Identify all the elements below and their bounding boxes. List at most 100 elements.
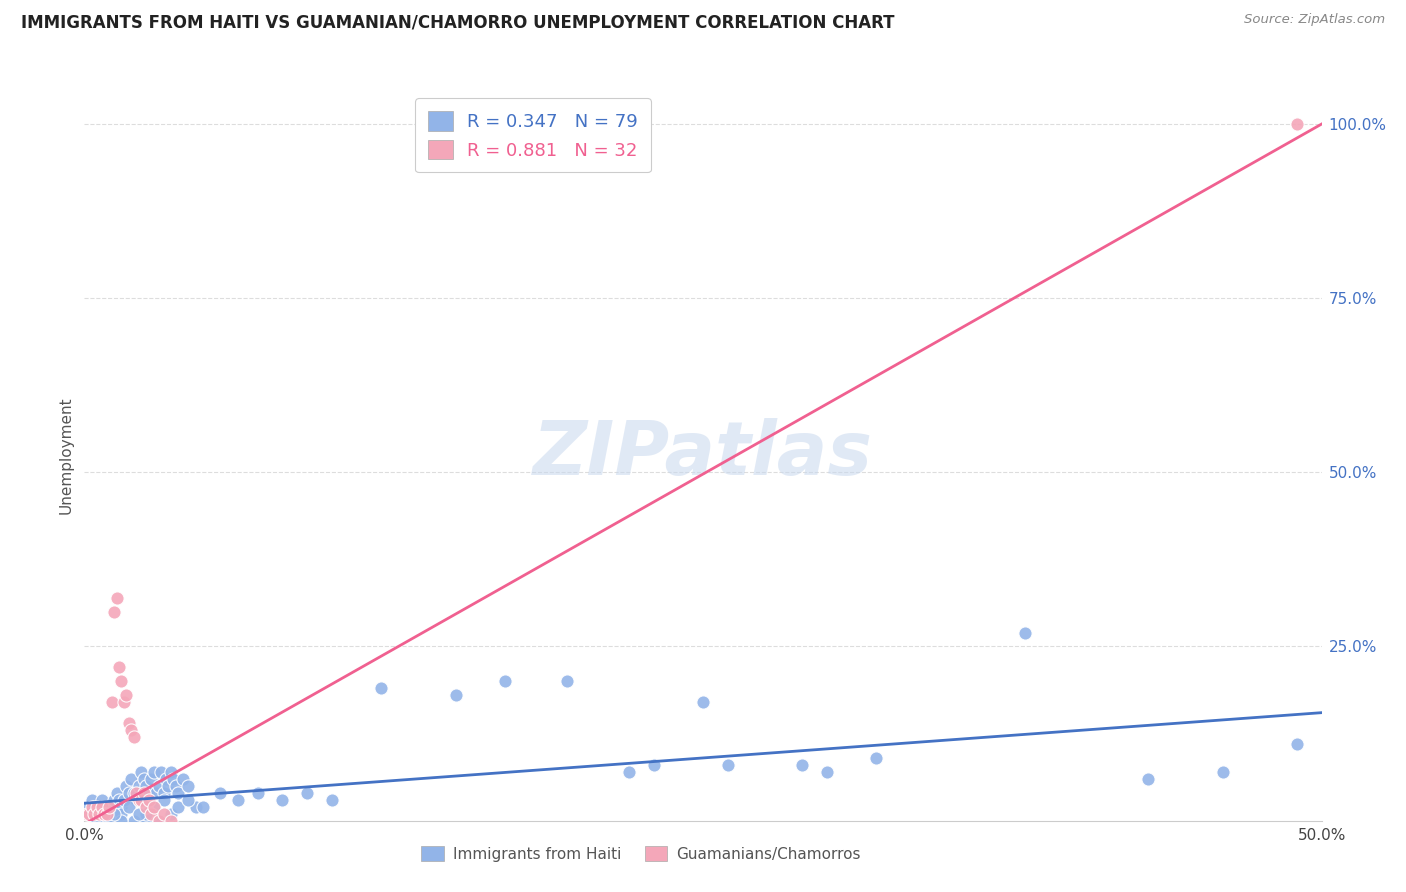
- Point: [135, 814, 157, 828]
- Point: [129, 793, 152, 807]
- Point: [132, 772, 155, 786]
- Point: [160, 814, 183, 828]
- Point: [167, 799, 190, 814]
- Point: [110, 674, 132, 689]
- Point: [115, 688, 138, 702]
- Point: [110, 806, 132, 821]
- Point: [120, 723, 142, 737]
- Point: [295, 786, 318, 800]
- Point: [138, 786, 160, 800]
- Point: [865, 751, 887, 765]
- Point: [96, 799, 118, 814]
- Point: [100, 695, 122, 709]
- Point: [108, 793, 131, 807]
- Point: [815, 764, 838, 779]
- Point: [209, 786, 232, 800]
- Point: [643, 758, 665, 772]
- Text: ZIPatlas: ZIPatlas: [533, 418, 873, 491]
- Point: [148, 814, 170, 828]
- Point: [93, 806, 115, 821]
- Point: [93, 806, 115, 821]
- Point: [76, 806, 98, 821]
- Point: [80, 799, 103, 814]
- Point: [112, 695, 135, 709]
- Point: [105, 591, 128, 605]
- Point: [118, 716, 141, 731]
- Y-axis label: Unemployment: Unemployment: [58, 396, 73, 514]
- Point: [790, 758, 813, 772]
- Point: [321, 793, 343, 807]
- Point: [120, 772, 142, 786]
- Point: [191, 799, 214, 814]
- Point: [115, 779, 138, 793]
- Point: [76, 799, 98, 814]
- Point: [112, 793, 135, 807]
- Point: [86, 799, 108, 814]
- Point: [118, 799, 141, 814]
- Point: [90, 793, 112, 807]
- Point: [148, 814, 170, 828]
- Point: [155, 772, 177, 786]
- Point: [105, 786, 128, 800]
- Point: [125, 793, 148, 807]
- Point: [142, 764, 165, 779]
- Point: [86, 814, 108, 828]
- Point: [150, 764, 173, 779]
- Point: [129, 764, 152, 779]
- Point: [494, 674, 516, 689]
- Point: [1285, 117, 1308, 131]
- Point: [98, 799, 121, 814]
- Point: [128, 793, 150, 807]
- Point: [132, 786, 155, 800]
- Text: IMMIGRANTS FROM HAITI VS GUAMANIAN/CHAMORRO UNEMPLOYMENT CORRELATION CHART: IMMIGRANTS FROM HAITI VS GUAMANIAN/CHAMO…: [21, 13, 894, 31]
- Point: [100, 799, 122, 814]
- Point: [160, 764, 183, 779]
- Point: [118, 786, 141, 800]
- Point: [135, 779, 157, 793]
- Point: [122, 814, 145, 828]
- Point: [148, 779, 170, 793]
- Point: [160, 806, 183, 821]
- Point: [172, 772, 194, 786]
- Point: [80, 793, 103, 807]
- Point: [145, 786, 167, 800]
- Point: [177, 779, 200, 793]
- Point: [135, 806, 157, 821]
- Point: [1137, 772, 1160, 786]
- Point: [79, 806, 101, 821]
- Point: [370, 681, 392, 696]
- Point: [152, 793, 174, 807]
- Point: [142, 799, 165, 814]
- Point: [96, 806, 118, 821]
- Point: [555, 674, 578, 689]
- Point: [89, 806, 111, 821]
- Point: [1285, 737, 1308, 751]
- Point: [162, 772, 184, 786]
- Point: [98, 814, 121, 828]
- Point: [83, 799, 105, 814]
- Point: [617, 764, 640, 779]
- Point: [79, 806, 101, 821]
- Point: [177, 793, 200, 807]
- Point: [90, 799, 112, 814]
- Point: [135, 799, 157, 814]
- Point: [1014, 625, 1036, 640]
- Point: [692, 695, 714, 709]
- Point: [165, 779, 187, 793]
- Point: [110, 814, 132, 828]
- Point: [110, 799, 132, 814]
- Point: [83, 806, 105, 821]
- Point: [138, 793, 160, 807]
- Point: [86, 806, 108, 821]
- Point: [128, 779, 150, 793]
- Text: Source: ZipAtlas.com: Source: ZipAtlas.com: [1244, 13, 1385, 27]
- Point: [128, 806, 150, 821]
- Point: [103, 605, 125, 619]
- Point: [141, 772, 163, 786]
- Point: [157, 779, 180, 793]
- Point: [122, 786, 145, 800]
- Point: [103, 793, 125, 807]
- Point: [184, 799, 207, 814]
- Point: [167, 786, 190, 800]
- Point: [89, 799, 111, 814]
